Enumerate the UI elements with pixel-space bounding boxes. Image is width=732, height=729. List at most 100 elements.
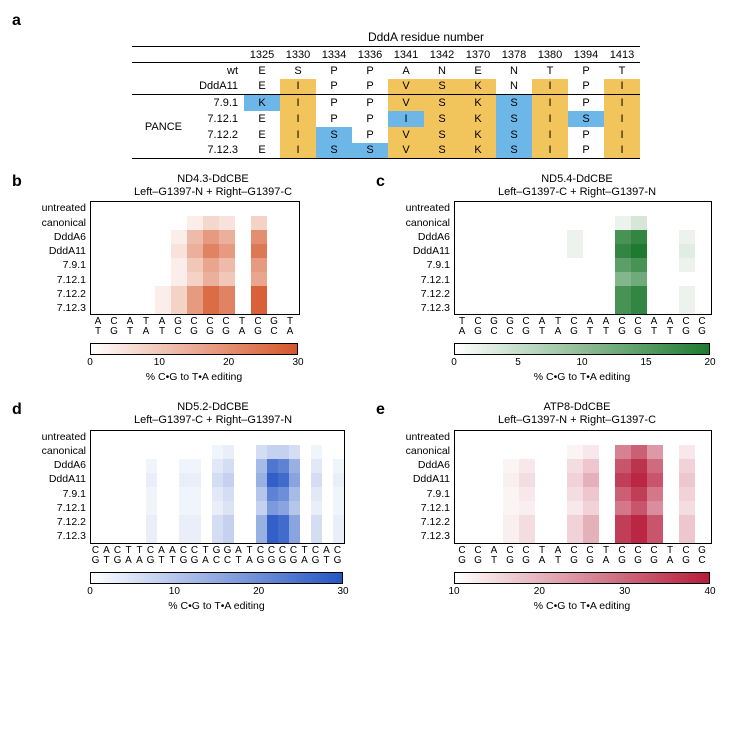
colorbar-label: % C•G to T•A editing [454,600,710,612]
heatmap-cell [631,272,647,286]
heatmap-cell [695,445,711,459]
heatmap-cell [124,501,135,515]
heatmap-grid: bND4.3-DdCBELeft–G1397-N + Right–G1397-C… [12,173,720,612]
heatmap-panel-e: eATP8-DdCBELeft–G1397-N + Right–G1397-Cu… [376,401,720,611]
colorbar: 0102030% C•G to T•A editing [90,343,298,383]
heatmap-cell [179,445,190,459]
heatmap-cell [535,300,551,314]
heatmap-cell [139,216,155,230]
heatmap-cell [333,515,344,529]
heatmap-cell [647,501,663,515]
heatmap-cell [179,431,190,445]
heatmap-cell [647,515,663,529]
residue-cell: I [532,127,568,143]
residue-cell: S [424,111,460,127]
heatmap-cell [311,515,322,529]
heatmap-cell [139,286,155,300]
heatmap-cell [551,445,567,459]
heatmap-cell [212,487,223,501]
heatmap-cell [551,515,567,529]
residue-cell: P [352,95,388,111]
heatmap-cell [455,515,471,529]
heatmap-cell [113,515,124,529]
residue-cell: S [424,143,460,159]
heatmap-cell [179,529,190,543]
heatmap-cell [267,300,283,314]
residue-cell: S [496,143,532,159]
heatmap-cell [615,459,631,473]
heatmap-cell [278,501,289,515]
heatmap-cell [102,487,113,501]
heatmap-cell [203,202,219,216]
residue-col: 1378 [496,47,532,63]
heatmap-cell [647,286,663,300]
heatmap-cell [135,431,146,445]
heatmap-cell [123,258,139,272]
heatmap-cell [139,300,155,314]
residue-cell: S [424,79,460,95]
heatmap-cell [223,529,234,543]
heatmap-cell [695,258,711,272]
heatmap-cell [615,286,631,300]
heatmap-cell [155,202,171,216]
heatmap-cell [124,459,135,473]
heatmap-ylabels: untreatedcanonicalDddA6DddA117.9.17.12.1… [30,201,90,315]
heatmap-cell [503,459,519,473]
heatmap-cell [91,202,107,216]
heatmap-cell [333,529,344,543]
heatmap-cell [146,529,157,543]
heatmap-cell [155,230,171,244]
heatmap-box [90,201,300,315]
heatmap-cell [503,445,519,459]
heatmap-cell [201,501,212,515]
residue-cell: P [352,63,388,79]
heatmap-cell [155,244,171,258]
heatmap-cell [251,300,267,314]
heatmap-cell [203,272,219,286]
heatmap-cell [583,286,599,300]
heatmap-cell [300,501,311,515]
heatmap-cell [599,487,615,501]
heatmap-cell [455,501,471,515]
heatmap-cell [245,459,256,473]
residue-cell: T [532,63,568,79]
residue-cell: K [460,79,496,95]
heatmap-cell [139,258,155,272]
heatmap-cell [223,473,234,487]
heatmap-cell [503,272,519,286]
heatmap-cell [583,431,599,445]
heatmap-cell [631,459,647,473]
heatmap-cell [322,487,333,501]
heatmap-panel-d: dND5.2-DdCBELeft–G1397-C + Right–G1397-N… [12,401,356,611]
row-label: 7.12.3 [188,143,244,159]
heatmap-cell [289,431,300,445]
heatmap-cell [519,258,535,272]
heatmap-cell [135,473,146,487]
heatmap-cell [113,501,124,515]
heatmap-cell [283,244,299,258]
residue-cell: K [460,95,496,111]
heatmap-cell [519,459,535,473]
group-label: PANCE [132,95,188,159]
heatmap-cell [663,286,679,300]
heatmap-cell [679,202,695,216]
heatmap-cell [471,286,487,300]
heatmap-cell [322,529,333,543]
heatmap-cell [333,459,344,473]
heatmap-cell [267,216,283,230]
heatmap-cell [278,445,289,459]
heatmap-cell [311,431,322,445]
heatmap-cell [146,431,157,445]
heatmap-cell [551,244,567,258]
heatmap-cell [256,501,267,515]
heatmap-cell [551,258,567,272]
heatmap-cell [471,258,487,272]
heatmap-cell [663,230,679,244]
heatmap-cell [113,445,124,459]
heatmap-cell [503,300,519,314]
heatmap-cell [599,300,615,314]
heatmap-cell [113,431,124,445]
heatmap-cell [283,286,299,300]
residue-col: 1370 [460,47,496,63]
heatmap-cell [535,431,551,445]
